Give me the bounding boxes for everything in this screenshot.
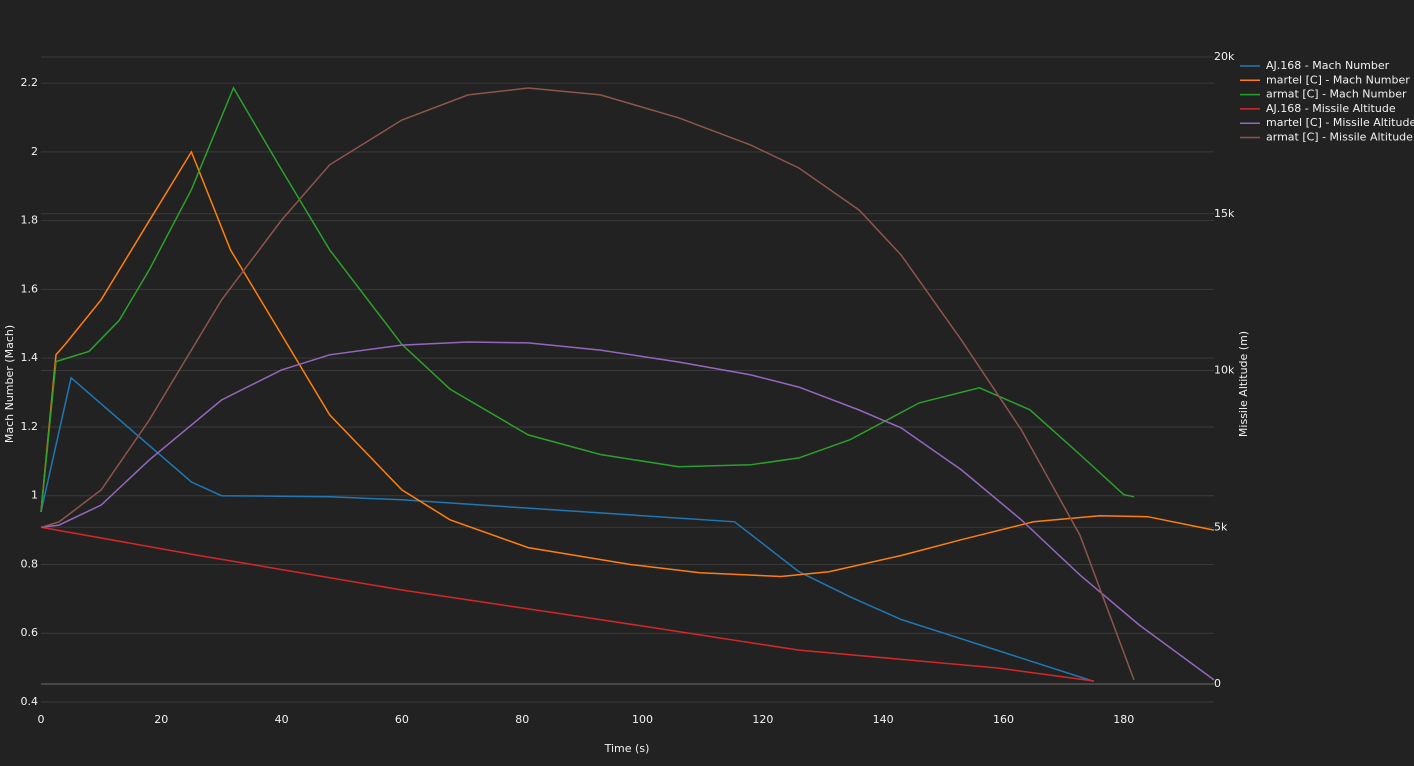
y-tick-label: 2.2 bbox=[21, 76, 39, 89]
y-tick-label: 1.6 bbox=[21, 282, 39, 295]
y2-tick-label: 10k bbox=[1214, 364, 1235, 377]
x-tick-label: 40 bbox=[275, 713, 289, 726]
y2-tick-label: 0 bbox=[1214, 677, 1221, 690]
y-tick-label: 0.4 bbox=[21, 695, 39, 708]
y-tick-label: 1.4 bbox=[21, 351, 39, 364]
x-tick-label: 60 bbox=[395, 713, 409, 726]
y2-tick-label: 15k bbox=[1214, 207, 1235, 220]
series-line bbox=[40, 526, 1094, 682]
x-tick-label: 80 bbox=[515, 713, 529, 726]
legend-label: AJ.168 - Mach Number bbox=[1266, 59, 1390, 72]
x-tick-label: 100 bbox=[632, 713, 653, 726]
legend-label: armat [C] - Mach Number bbox=[1266, 88, 1407, 101]
x-tick-label: 160 bbox=[993, 713, 1014, 726]
x-tick-label: 140 bbox=[873, 713, 894, 726]
legend-label: martel [C] - Missile Altitude bbox=[1266, 116, 1414, 129]
y-tick-label: 0.6 bbox=[21, 626, 39, 639]
series-line bbox=[40, 87, 1135, 681]
series-line bbox=[40, 341, 1215, 681]
x-tick-label: 20 bbox=[154, 713, 168, 726]
y-tick-label: 1.8 bbox=[21, 214, 39, 227]
legend-label: AJ.168 - Missile Altitude bbox=[1266, 102, 1396, 115]
legend-label: martel [C] - Mach Number bbox=[1266, 73, 1410, 86]
y2-tick-label: 20k bbox=[1214, 50, 1235, 63]
y-tick-label: 1 bbox=[31, 489, 38, 502]
series-line bbox=[40, 150, 1215, 578]
y-tick-label: 1.2 bbox=[21, 420, 39, 433]
legend-label: armat [C] - Missile Altitude bbox=[1266, 131, 1413, 144]
y2-axis-title: Missile Altitude (m) bbox=[1237, 331, 1250, 437]
y-axis-title: Mach Number (Mach) bbox=[3, 325, 16, 443]
x-tick-label: 0 bbox=[38, 713, 45, 726]
x-tick-label: 120 bbox=[752, 713, 773, 726]
series-line bbox=[40, 86, 1135, 512]
series-line bbox=[40, 376, 1094, 683]
y-tick-label: 0.8 bbox=[21, 557, 39, 570]
x-axis-title: Time (s) bbox=[604, 742, 650, 755]
y2-tick-label: 5k bbox=[1214, 520, 1228, 533]
y-tick-label: 2 bbox=[31, 145, 38, 158]
x-tick-label: 180 bbox=[1113, 713, 1134, 726]
